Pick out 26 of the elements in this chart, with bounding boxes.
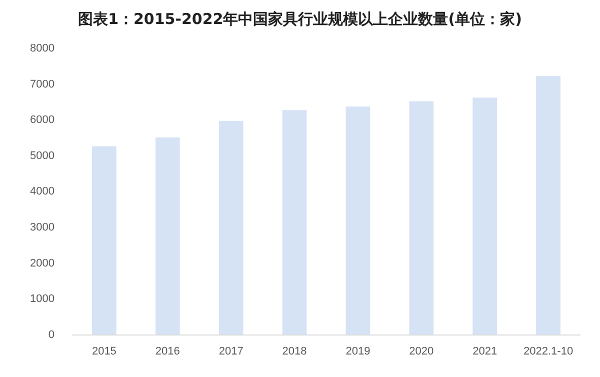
y-tick-label: 8000 <box>30 42 54 55</box>
x-tick-label: 2015 <box>92 345 116 358</box>
y-tick-label: 4000 <box>30 186 54 198</box>
bar <box>282 110 307 335</box>
x-tick-label: 2018 <box>282 345 307 358</box>
bar <box>218 120 244 335</box>
bar <box>472 98 498 335</box>
y-tick-label: 0 <box>48 328 54 341</box>
bar <box>92 146 116 335</box>
y-tick-label: 5000 <box>30 150 54 162</box>
x-tick-label: 2017 <box>218 345 244 358</box>
bar <box>409 101 434 335</box>
y-tick-label: 1000 <box>30 293 54 306</box>
chart-title: 图表1：2015-2022年中国家具行业规模以上企业数量(单位：家) <box>77 10 523 30</box>
x-tick-label: 2021 <box>472 345 498 358</box>
y-tick-label: 2000 <box>30 257 54 270</box>
x-tick-label: 2022.1-10 <box>524 345 574 358</box>
y-tick-label: 3000 <box>30 222 54 234</box>
x-tick-label: 2019 <box>346 345 370 358</box>
bar <box>346 106 370 335</box>
bar <box>155 137 180 335</box>
x-tick-label: 2016 <box>155 345 180 358</box>
y-tick-label: 6000 <box>30 114 54 126</box>
y-tick-label: 7000 <box>30 78 54 90</box>
bar <box>536 76 560 335</box>
x-tick-label: 2020 <box>409 345 434 358</box>
